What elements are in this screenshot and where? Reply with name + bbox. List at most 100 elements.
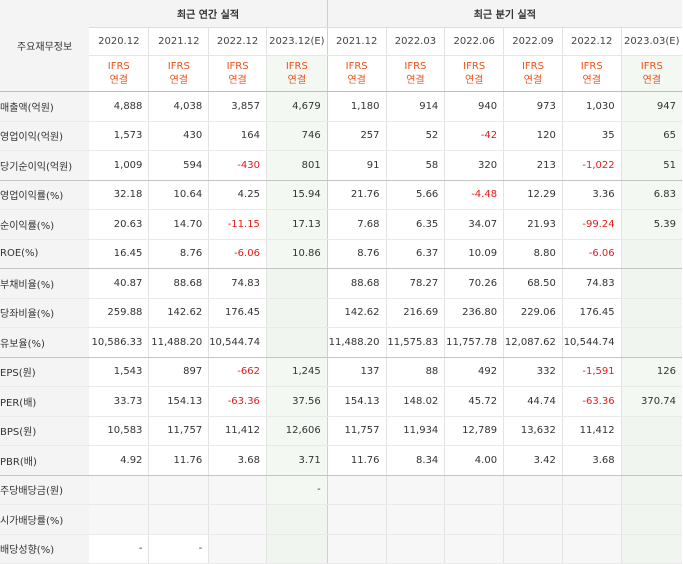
accounting-basis: IFRS 연결 — [208, 55, 267, 92]
table-cell: 6.35 — [385, 209, 445, 240]
table-cell: 45.72 — [444, 386, 504, 417]
table-cell: 594 — [148, 150, 209, 181]
table-cell — [620, 416, 682, 446]
table-cell: 11,412 — [208, 416, 267, 446]
table-cell: 897 — [148, 357, 209, 387]
accounting-basis: IFRS 연결 — [444, 55, 504, 92]
table-cell: 164 — [208, 121, 267, 151]
basis-scope: 연결 — [582, 74, 601, 86]
table-cell: 11,412 — [561, 416, 622, 446]
table-cell — [326, 534, 387, 564]
table-cell: 259.88 — [89, 298, 149, 328]
table-cell — [503, 534, 563, 564]
table-cell: 1,573 — [89, 121, 149, 151]
table-cell: 88.68 — [326, 268, 387, 299]
table-cell — [208, 504, 267, 535]
corner-label: 주요재무정보 — [0, 0, 90, 92]
table-cell: 3.71 — [265, 445, 328, 476]
table-cell: 11,757 — [326, 416, 387, 446]
table-cell — [89, 504, 149, 535]
table-cell: -1,022 — [561, 150, 622, 181]
table-cell — [620, 534, 682, 564]
table-cell: -99.24 — [561, 209, 622, 240]
table-cell: 914 — [385, 91, 445, 122]
row-label: 순이익률(%) — [0, 209, 90, 240]
row-label: 주당배당금(원) — [0, 475, 90, 505]
basis-standard: IFRS — [640, 60, 663, 72]
table-cell — [385, 534, 445, 564]
table-cell: 3.68 — [208, 445, 267, 476]
table-cell: 11,488.20 — [326, 327, 387, 358]
row-label: 부채비율(%) — [0, 268, 90, 299]
table-cell: - — [89, 534, 149, 564]
table-cell: 21.93 — [503, 209, 563, 240]
table-cell: -6.06 — [208, 239, 267, 269]
table-cell: 973 — [503, 91, 563, 122]
table-cell: 12,087.62 — [503, 327, 563, 358]
basis-scope: 연결 — [228, 74, 247, 86]
table-cell — [265, 534, 328, 564]
table-cell: 10.64 — [148, 180, 209, 210]
table-cell: 4.00 — [444, 445, 504, 476]
table-cell — [620, 298, 682, 328]
table-cell: 229.06 — [503, 298, 563, 328]
basis-standard: IFRS — [167, 60, 190, 72]
table-cell: 370.74 — [620, 386, 682, 417]
table-cell: 10,544.74 — [561, 327, 622, 358]
basis-standard: IFRS — [107, 60, 130, 72]
table-cell: 8.76 — [326, 239, 387, 269]
basis-scope: 연결 — [287, 74, 307, 86]
table-cell — [444, 534, 504, 564]
table-cell: 51 — [620, 150, 682, 181]
table-cell: 15.94 — [265, 180, 328, 210]
accounting-basis: IFRS 연결 — [326, 55, 387, 92]
table-cell: 137 — [326, 357, 387, 387]
table-cell — [385, 475, 445, 505]
table-cell: -430 — [208, 150, 267, 181]
basis-standard: IFRS — [580, 60, 603, 72]
table-cell: 68.50 — [503, 268, 563, 299]
table-cell: -6.06 — [561, 239, 622, 269]
table-cell: 148.02 — [385, 386, 445, 417]
basis-scope: 연결 — [523, 74, 543, 86]
table-cell: 11,488.20 — [148, 327, 209, 358]
table-cell: 12.29 — [503, 180, 563, 210]
period-date: 2020.12 — [89, 27, 149, 56]
basis-standard: IFRS — [345, 60, 368, 72]
table-cell: 74.83 — [561, 268, 622, 299]
table-cell — [265, 298, 328, 328]
table-cell: 40.87 — [89, 268, 149, 299]
basis-scope: 연결 — [109, 74, 128, 86]
table-cell: 142.62 — [148, 298, 209, 328]
table-cell: 1,180 — [326, 91, 387, 122]
table-cell — [620, 268, 682, 299]
period-date: 2023.03(E) — [620, 27, 682, 56]
period-date: 2022.09 — [503, 27, 563, 56]
table-cell: 120 — [503, 121, 563, 151]
table-cell: 14.70 — [148, 209, 209, 240]
table-cell: 11,757.78 — [444, 327, 504, 358]
row-label: EPS(원) — [0, 357, 90, 387]
table-cell: 8.76 — [148, 239, 209, 269]
table-cell: 11,757 — [148, 416, 209, 446]
row-label: PER(배) — [0, 386, 90, 417]
table-cell: 37.56 — [265, 386, 328, 417]
table-cell: 12,789 — [444, 416, 504, 446]
table-cell: - — [148, 534, 209, 564]
table-cell: 58 — [385, 150, 445, 181]
table-cell: 10,583 — [89, 416, 149, 446]
table-cell: 216.69 — [385, 298, 445, 328]
table-row: 당기순이익(억원) 1,009 594 -430 801 91 58 320 213 -1,022… — [0, 150, 682, 181]
row-label: PBR(배) — [0, 445, 90, 476]
table-cell: 32.18 — [89, 180, 149, 210]
basis-standard: IFRS — [521, 60, 544, 72]
table-cell: 126 — [620, 357, 682, 387]
table-cell: 940 — [444, 91, 504, 122]
table-cell: 11.76 — [148, 445, 209, 476]
row-label: 영업이익률(%) — [0, 180, 90, 210]
table-cell — [503, 504, 563, 535]
basis-scope: 연결 — [169, 74, 188, 86]
table-row: 영업이익률(%) 32.18 10.64 4.25 15.94 21.76 5.66 -4.4… — [0, 180, 682, 210]
table-cell: 3.36 — [561, 180, 622, 210]
table-cell — [265, 327, 328, 358]
